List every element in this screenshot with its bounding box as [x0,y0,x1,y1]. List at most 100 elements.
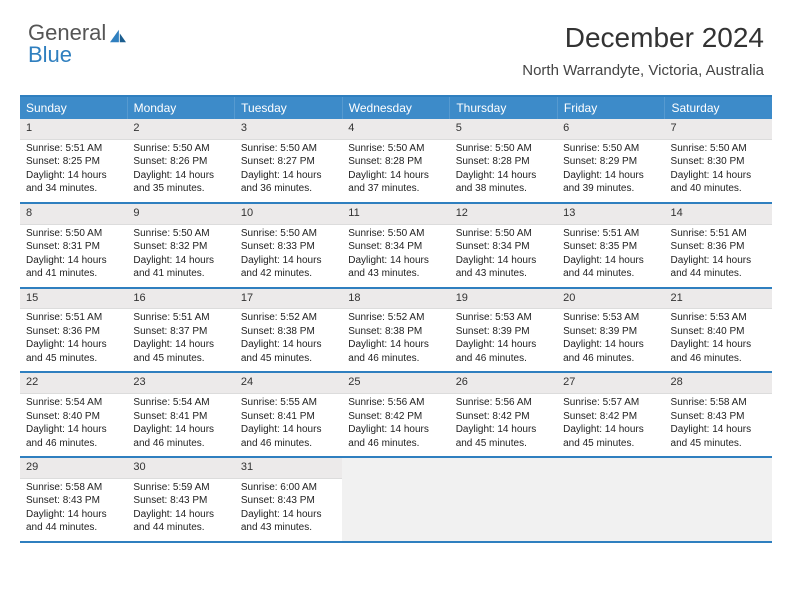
day-number: 30 [127,458,234,479]
day-body: Sunrise: 5:50 AMSunset: 8:34 PMDaylight:… [450,228,557,281]
day-number: 16 [127,289,234,310]
day-cell: 15Sunrise: 5:51 AMSunset: 8:36 PMDayligh… [20,289,127,372]
day-cell-empty [665,458,772,541]
day-cell: 5 Sunrise: 5:50 AMSunset: 8:28 PMDaylight… [450,119,557,202]
day-cell: 28 Sunrise: 5:58 AMSunset: 8:43 PMDayligh… [665,373,772,456]
day-cell: 16Sunrise: 5:51 AMSunset: 8:37 PMDayligh… [127,289,234,372]
daylight-line-2: and 46 minutes. [241,438,336,451]
daylight-line-2: and 35 minutes. [133,183,228,196]
sunrise-line: Sunrise: 5:54 AM [26,397,121,410]
title-block: December 2024 North Warrandyte, Victoria… [522,22,764,79]
day-number: 14 [665,204,772,225]
daylight-line-1: Daylight: 14 hours [26,170,121,183]
daylight-line-1: Daylight: 14 hours [671,424,766,437]
day-body: Sunrise: 5:58 AMSunset: 8:43 PMDaylight:… [665,397,772,450]
weekday-header: Sunday [20,97,128,119]
day-body: Sunrise: 5:55 AMSunset: 8:41 PMDaylight:… [235,397,342,450]
daylight-line-1: Daylight: 14 hours [133,255,228,268]
day-body: Sunrise: 5:53 AMSunset: 8:39 PMDaylight:… [450,312,557,365]
day-body: Sunrise: 5:59 AMSunset: 8:43 PMDaylight:… [127,482,234,535]
sunrise-line: Sunrise: 5:58 AM [671,397,766,410]
week-row: 15Sunrise: 5:51 AMSunset: 8:36 PMDayligh… [20,289,772,374]
sunrise-line: Sunrise: 5:58 AM [26,482,121,495]
sunset-line: Sunset: 8:29 PM [563,156,658,169]
daylight-line-2: and 45 minutes. [671,438,766,451]
day-body: Sunrise: 5:51 AMSunset: 8:36 PMDaylight:… [20,312,127,365]
daylight-line-2: and 41 minutes. [26,268,121,281]
sunset-line: Sunset: 8:41 PM [241,411,336,424]
day-body: Sunrise: 5:52 AMSunset: 8:38 PMDaylight:… [235,312,342,365]
daylight-line-1: Daylight: 14 hours [26,255,121,268]
daylight-line-1: Daylight: 14 hours [563,255,658,268]
day-body: Sunrise: 5:51 AMSunset: 8:37 PMDaylight:… [127,312,234,365]
logo: GeneralBlue [28,22,128,66]
daylight-line-1: Daylight: 14 hours [456,339,551,352]
daylight-line-1: Daylight: 14 hours [456,255,551,268]
daylight-line-1: Daylight: 14 hours [671,339,766,352]
day-cell: 12Sunrise: 5:50 AMSunset: 8:34 PMDayligh… [450,204,557,287]
sunset-line: Sunset: 8:32 PM [133,241,228,254]
day-cell: 31Sunrise: 6:00 AMSunset: 8:43 PMDayligh… [235,458,342,541]
daylight-line-1: Daylight: 14 hours [133,170,228,183]
day-cell: 26Sunrise: 5:56 AMSunset: 8:42 PMDayligh… [450,373,557,456]
day-body: Sunrise: 5:57 AMSunset: 8:42 PMDaylight:… [557,397,664,450]
day-number: 4 [342,119,449,140]
day-body: Sunrise: 5:50 AMSunset: 8:28 PMDaylight:… [450,143,557,196]
daylight-line-2: and 46 minutes. [133,438,228,451]
sunset-line: Sunset: 8:28 PM [348,156,443,169]
day-body: Sunrise: 5:56 AMSunset: 8:42 PMDaylight:… [342,397,449,450]
day-number: 1 [20,119,127,140]
daylight-line-2: and 44 minutes. [563,268,658,281]
weeks-container: 1 Sunrise: 5:51 AMSunset: 8:25 PMDaylight… [20,119,772,543]
daylight-line-1: Daylight: 14 hours [26,509,121,522]
daylight-line-1: Daylight: 14 hours [671,170,766,183]
month-title: December 2024 [522,22,764,54]
sunset-line: Sunset: 8:33 PM [241,241,336,254]
daylight-line-2: and 44 minutes. [133,522,228,535]
day-number: 11 [342,204,449,225]
daylight-line-1: Daylight: 14 hours [456,424,551,437]
daylight-line-1: Daylight: 14 hours [241,339,336,352]
day-body: Sunrise: 5:53 AMSunset: 8:40 PMDaylight:… [665,312,772,365]
daylight-line-1: Daylight: 14 hours [133,339,228,352]
sunset-line: Sunset: 8:35 PM [563,241,658,254]
daylight-line-2: and 46 minutes. [348,438,443,451]
day-number: 5 [450,119,557,140]
daylight-line-2: and 43 minutes. [241,522,336,535]
daylight-line-2: and 45 minutes. [241,353,336,366]
sunset-line: Sunset: 8:43 PM [26,495,121,508]
sunset-line: Sunset: 8:31 PM [26,241,121,254]
day-number: 19 [450,289,557,310]
sunrise-line: Sunrise: 5:51 AM [26,312,121,325]
day-cell: 20Sunrise: 5:53 AMSunset: 8:39 PMDayligh… [557,289,664,372]
day-body: Sunrise: 5:51 AMSunset: 8:25 PMDaylight:… [20,143,127,196]
day-number: 28 [665,373,772,394]
day-number: 18 [342,289,449,310]
sunrise-line: Sunrise: 5:50 AM [241,228,336,241]
day-number: 22 [20,373,127,394]
sunrise-line: Sunrise: 5:55 AM [241,397,336,410]
sunrise-line: Sunrise: 5:50 AM [133,228,228,241]
sunrise-line: Sunrise: 5:59 AM [133,482,228,495]
weekday-header: Thursday [450,97,558,119]
day-cell: 1 Sunrise: 5:51 AMSunset: 8:25 PMDaylight… [20,119,127,202]
day-number: 9 [127,204,234,225]
daylight-line-2: and 42 minutes. [241,268,336,281]
week-row: 8Sunrise: 5:50 AMSunset: 8:31 PMDaylight… [20,204,772,289]
day-cell: 22Sunrise: 5:54 AMSunset: 8:40 PMDayligh… [20,373,127,456]
sunrise-line: Sunrise: 5:51 AM [133,312,228,325]
day-number: 24 [235,373,342,394]
daylight-line-2: and 39 minutes. [563,183,658,196]
sunset-line: Sunset: 8:28 PM [456,156,551,169]
day-number: 8 [20,204,127,225]
daylight-line-2: and 43 minutes. [348,268,443,281]
sunrise-line: Sunrise: 5:50 AM [456,228,551,241]
weekday-header: Saturday [665,97,772,119]
day-cell: 6Sunrise: 5:50 AMSunset: 8:29 PMDaylight… [557,119,664,202]
day-cell: 11Sunrise: 5:50 AMSunset: 8:34 PMDayligh… [342,204,449,287]
sunrise-line: Sunrise: 5:56 AM [456,397,551,410]
day-body: Sunrise: 5:50 AMSunset: 8:31 PMDaylight:… [20,228,127,281]
daylight-line-1: Daylight: 14 hours [348,170,443,183]
day-body: Sunrise: 5:53 AMSunset: 8:39 PMDaylight:… [557,312,664,365]
day-cell: 24 Sunrise: 5:55 AMSunset: 8:41 PMDayligh… [235,373,342,456]
